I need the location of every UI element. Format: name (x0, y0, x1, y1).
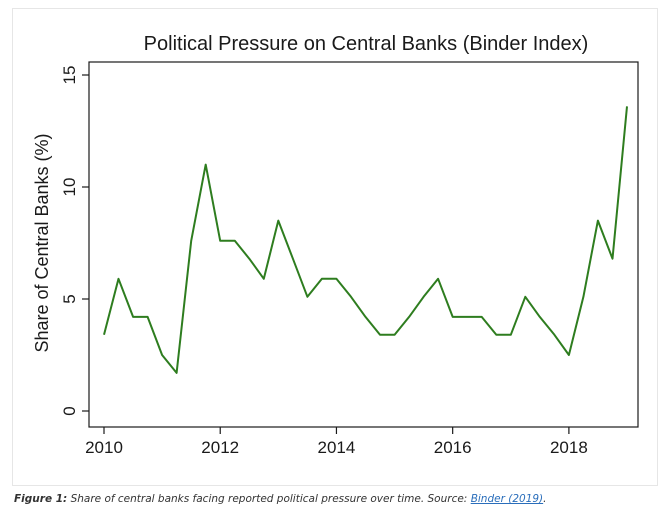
data-point (350, 296, 352, 298)
data-point (437, 278, 439, 280)
data-point (612, 258, 614, 260)
data-point (205, 164, 207, 166)
data-point (481, 316, 483, 318)
line-chart: Political Pressure on Central Banks (Bin… (32, 33, 639, 457)
figure-frame (12, 8, 658, 486)
data-point (379, 334, 381, 336)
data-point (553, 334, 555, 336)
data-point (394, 334, 396, 336)
y-axis-label: Share of Central Banks (%) (32, 133, 52, 352)
caption-text: Share of central banks facing reported p… (67, 493, 471, 505)
data-point (292, 258, 294, 260)
data-point (597, 220, 599, 222)
data-point (582, 296, 584, 298)
figure-caption: Figure 1: Share of central banks facing … (14, 493, 547, 505)
x-tick-label: 2016 (434, 438, 472, 457)
data-point (132, 316, 134, 318)
data-point (190, 240, 192, 242)
data-point (176, 372, 178, 374)
data-point (524, 296, 526, 298)
data-point (248, 258, 250, 260)
y-tick-label: 5 (60, 294, 79, 303)
chart-title: Political Pressure on Central Banks (Bin… (144, 33, 589, 55)
data-point (568, 354, 570, 356)
data-point (365, 316, 367, 318)
data-point (103, 334, 105, 336)
data-point (626, 105, 628, 107)
data-point (495, 334, 497, 336)
x-tick-label: 2012 (201, 438, 239, 457)
plot-area-frame (88, 61, 639, 428)
data-point (161, 354, 163, 356)
data-point (234, 240, 236, 242)
y-tick-label: 10 (60, 178, 79, 197)
data-point (321, 278, 323, 280)
caption-label: Figure 1: (14, 493, 68, 505)
data-point (118, 278, 120, 280)
data-point (423, 296, 425, 298)
caption-source-link[interactable]: Binder (2019) (470, 493, 544, 505)
x-tick-label: 2014 (318, 438, 356, 457)
data-point (539, 316, 541, 318)
data-point (306, 296, 308, 298)
y-axis-ticks: 0 5 10 15 (60, 66, 89, 416)
caption-end: . (543, 493, 547, 505)
y-tick-label: 15 (60, 66, 79, 85)
data-point (466, 316, 468, 318)
data-point (510, 334, 512, 336)
series-line (103, 106, 628, 374)
x-tick-label: 2010 (85, 438, 123, 457)
x-tick-label: 2018 (550, 438, 588, 457)
data-point (147, 316, 149, 318)
data-point (408, 316, 410, 318)
y-tick-label: 0 (60, 406, 79, 415)
data-point (277, 220, 279, 222)
data-point (263, 278, 265, 280)
data-point (335, 278, 337, 280)
data-point (219, 240, 221, 242)
data-point (452, 316, 454, 318)
x-axis-ticks: 2010 2012 2014 2016 2018 (85, 427, 588, 457)
